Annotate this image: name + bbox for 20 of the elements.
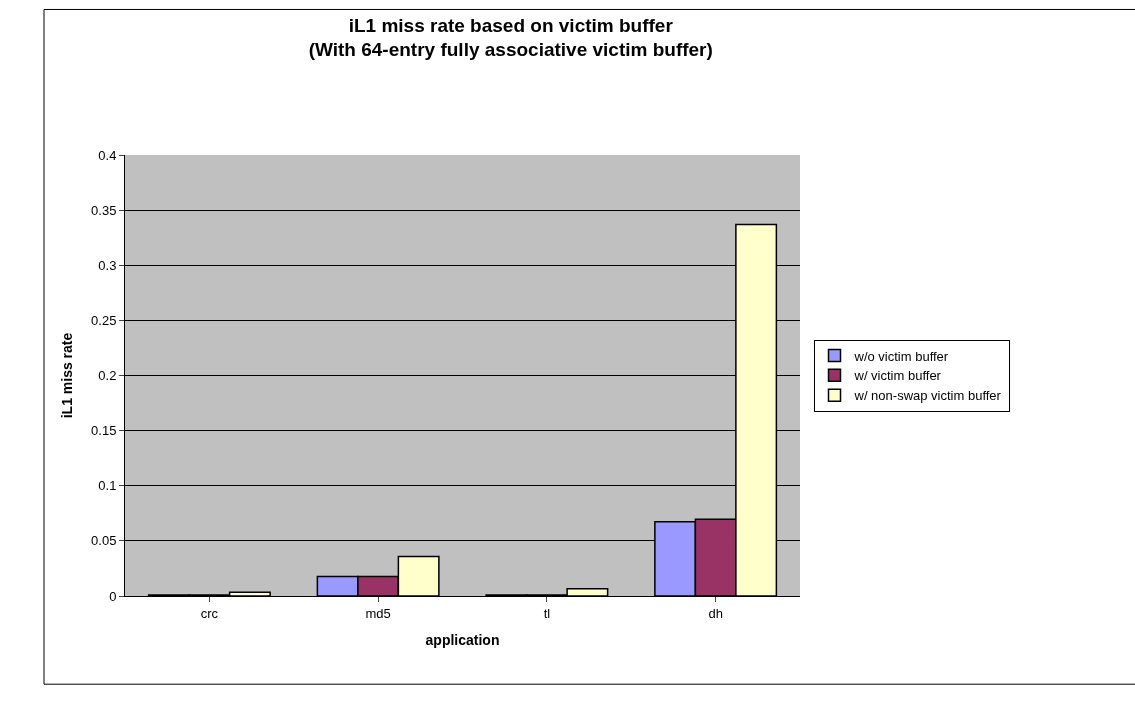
y-tick-label: 0.05: [91, 533, 117, 549]
legend-label: w/ victim buffer: [853, 368, 942, 384]
y-tick-label: 0.15: [91, 423, 117, 439]
legend-label: w/ non-swap victim buffer: [853, 388, 1002, 404]
legend-label: w/o victim buffer: [853, 348, 949, 364]
x-tick-label: md5: [365, 605, 391, 621]
y-tick-label: 0.3: [98, 257, 117, 273]
y-tick-label: 0.4: [98, 147, 117, 163]
x-tick-label: dh: [708, 605, 723, 621]
y-axis-title: iL1 miss rate: [58, 332, 75, 419]
y-tick-label: 0.2: [98, 368, 117, 384]
x-tick-label: tl: [543, 605, 551, 621]
y-tick-label: 0.1: [98, 478, 117, 494]
y-tick-label: 0.25: [91, 312, 117, 328]
y-tick-label: 0.35: [91, 202, 117, 218]
x-axis-title: application: [425, 631, 500, 648]
x-tick-label: crc: [200, 605, 219, 621]
chart-subtitle: (With 64-entry fully associative victim buffer): [308, 39, 713, 61]
y-tick-label: 0: [109, 588, 117, 604]
chart-title: iL1 miss rate based on victim buffer: [348, 14, 674, 36]
